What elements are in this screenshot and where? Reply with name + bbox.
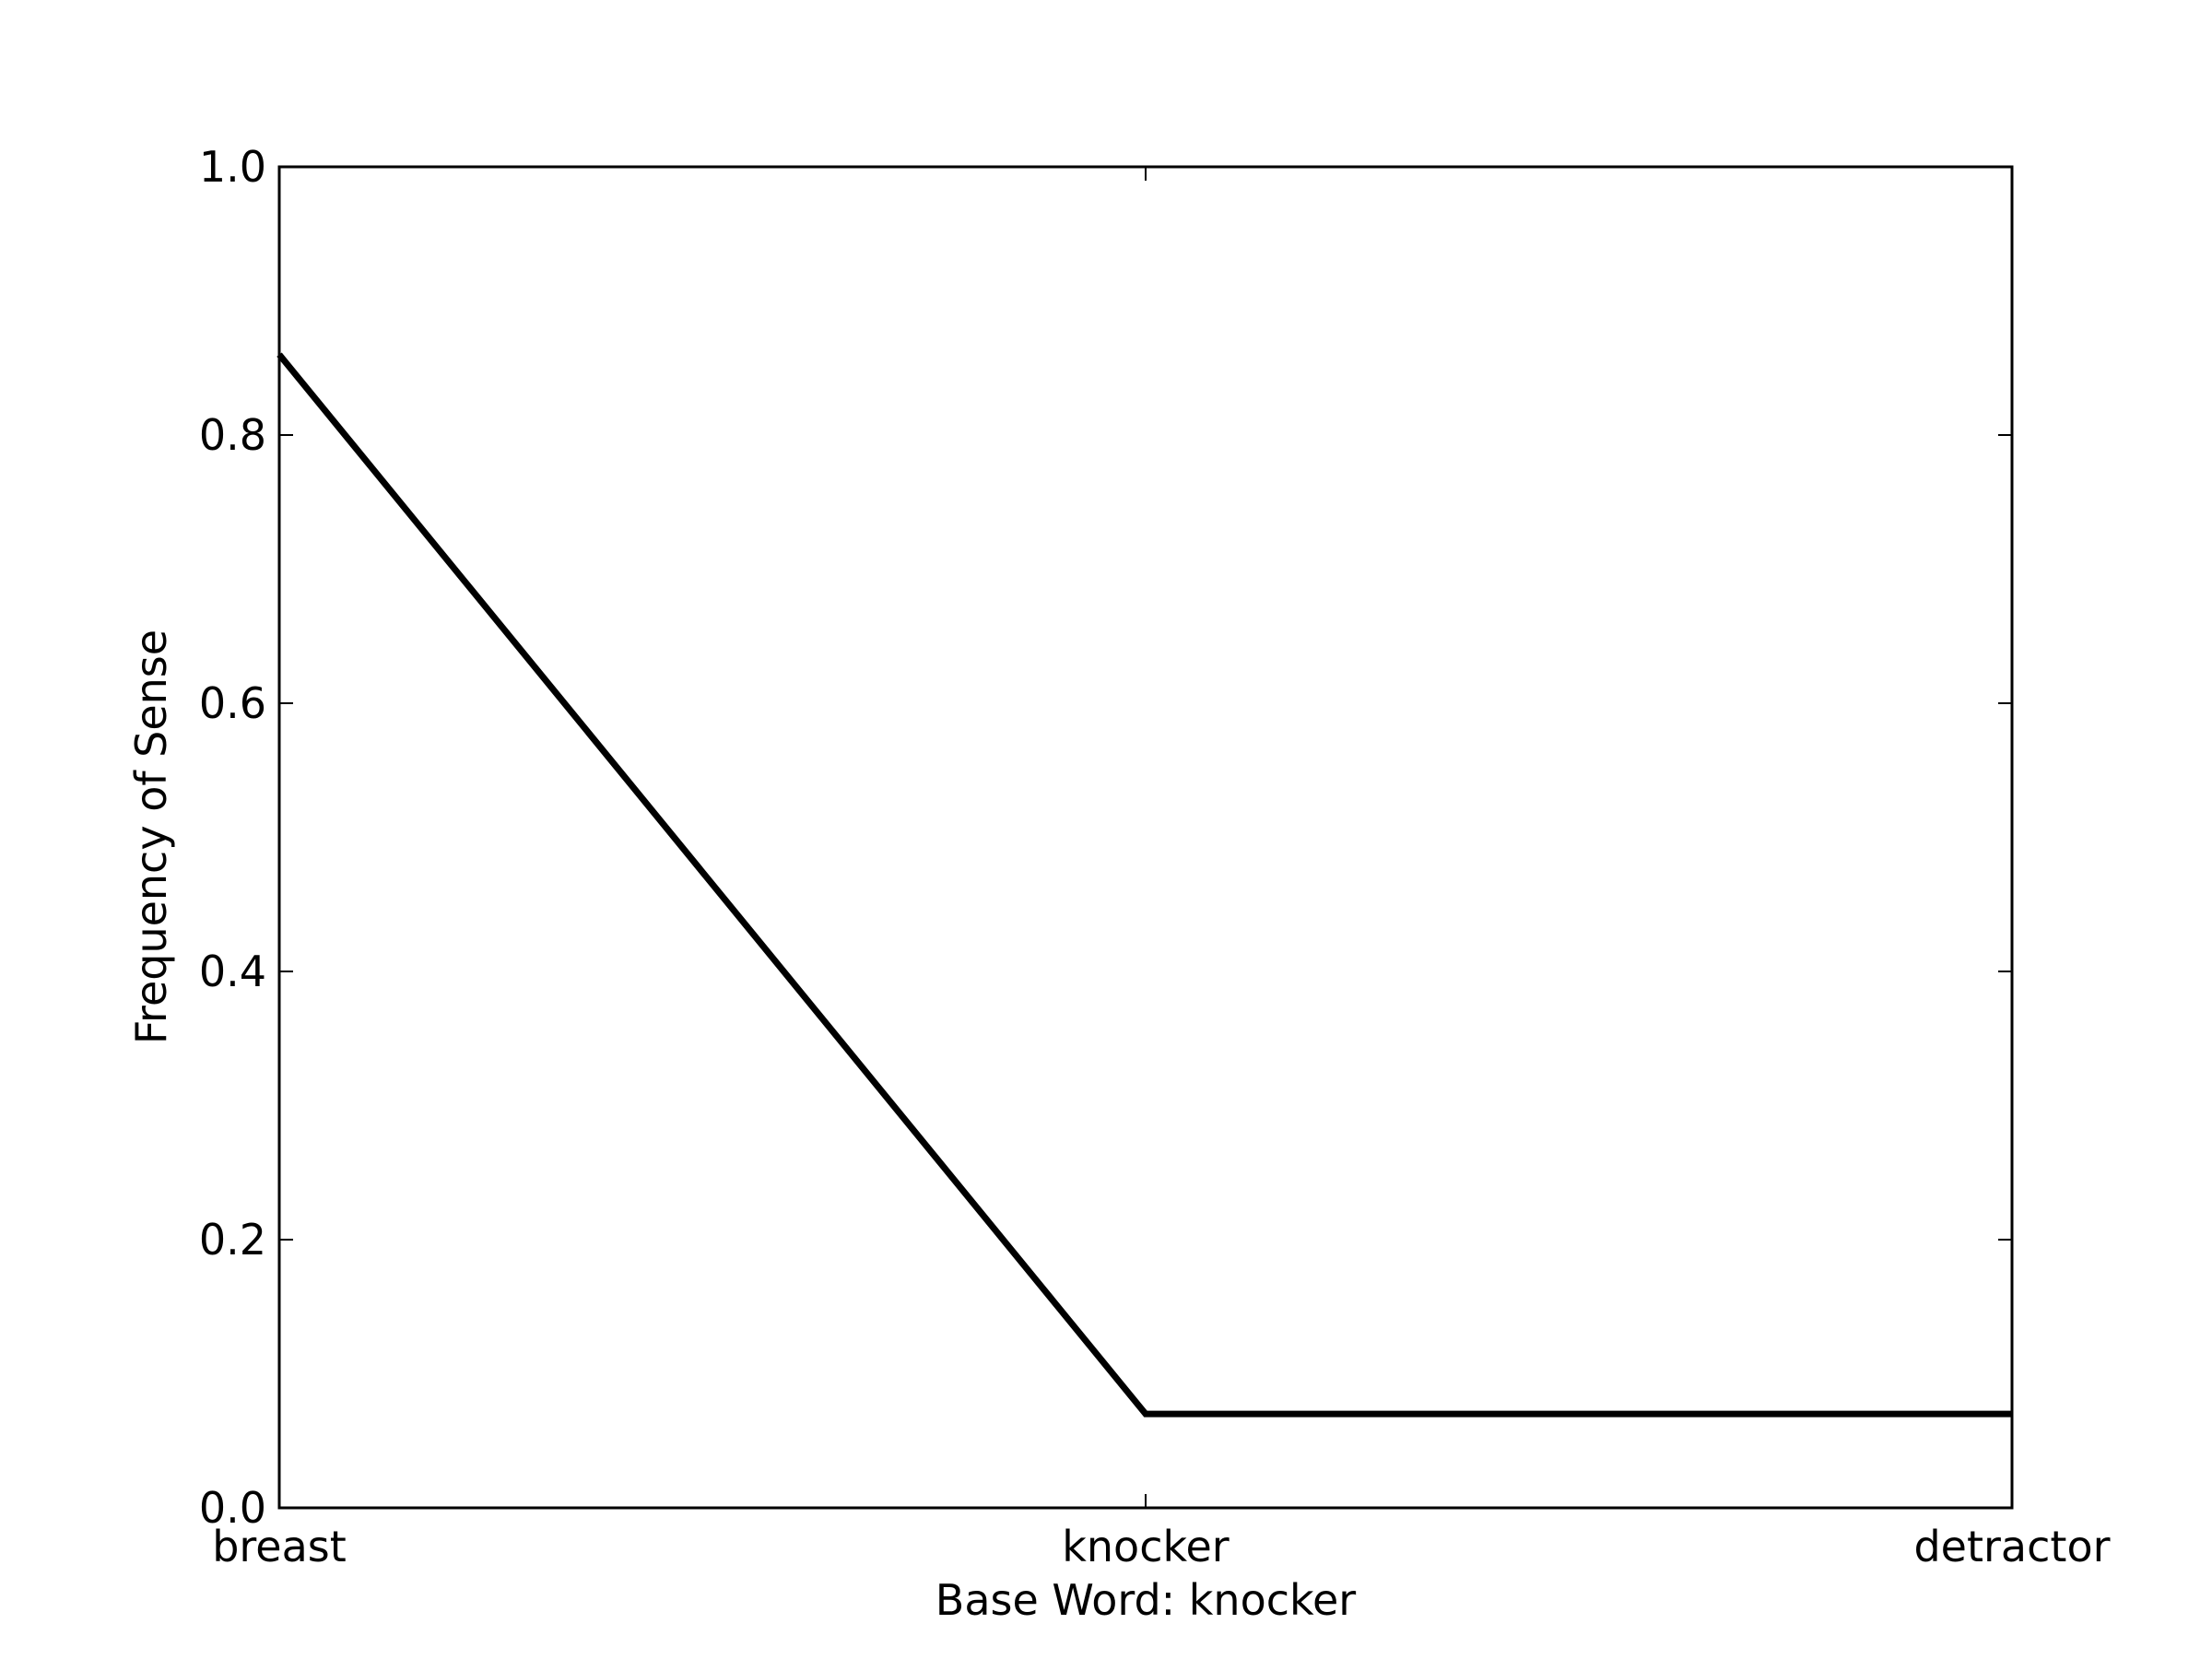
x-tick-label: knocker — [1062, 1522, 1230, 1571]
y-tick-label: 0.2 — [199, 1215, 266, 1265]
y-tick-label: 0.4 — [199, 947, 266, 996]
y-tick-label: 0.8 — [199, 410, 266, 460]
series-line — [276, 352, 2012, 1418]
y-tick-label: 0.6 — [199, 678, 266, 728]
x-axis-label: Base Word: knocker — [935, 1575, 1357, 1625]
series-group — [276, 352, 2012, 1418]
x-axis-ticks: breast knocker detractor — [212, 167, 2111, 1571]
y-tick-label: 0.0 — [199, 1483, 266, 1533]
x-tick-label: detractor — [1913, 1522, 2110, 1571]
y-axis-ticks: 0.0 0.2 0.4 0.6 0.8 1.0 — [199, 142, 2012, 1533]
plot-area — [277, 165, 2014, 1510]
x-tick-label: breast — [212, 1522, 347, 1571]
y-tick-label: 1.0 — [199, 142, 266, 192]
y-axis-label: Frequency of Sense — [126, 629, 176, 1044]
